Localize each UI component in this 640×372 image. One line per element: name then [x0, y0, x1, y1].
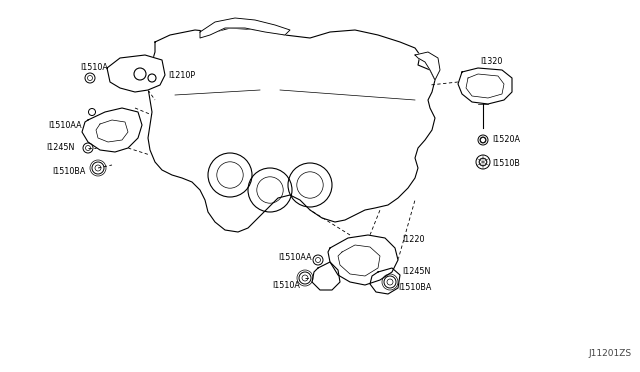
Text: I1510BA: I1510BA — [398, 283, 431, 292]
Text: I1510BA: I1510BA — [52, 167, 85, 176]
Polygon shape — [328, 235, 398, 285]
Polygon shape — [338, 245, 380, 276]
Text: J11201ZS: J11201ZS — [589, 349, 632, 358]
Text: I1520A: I1520A — [492, 135, 520, 144]
Polygon shape — [200, 18, 290, 38]
Text: I1320: I1320 — [480, 58, 502, 67]
Text: I1245N: I1245N — [402, 267, 430, 276]
Polygon shape — [370, 268, 400, 294]
Text: I1510A: I1510A — [80, 64, 108, 73]
Text: I1510B: I1510B — [492, 158, 520, 167]
Polygon shape — [312, 262, 340, 290]
Polygon shape — [96, 120, 128, 142]
Text: I1245N: I1245N — [46, 144, 74, 153]
Polygon shape — [415, 52, 440, 80]
Text: I1220: I1220 — [402, 235, 424, 244]
Polygon shape — [107, 55, 165, 92]
Polygon shape — [466, 74, 504, 98]
Text: I1510AA: I1510AA — [278, 253, 312, 263]
Polygon shape — [82, 108, 142, 152]
Text: I1510AA: I1510AA — [48, 121, 82, 129]
Polygon shape — [458, 68, 512, 104]
Text: I1510A: I1510A — [272, 280, 300, 289]
Text: I1210P: I1210P — [168, 71, 195, 80]
Polygon shape — [148, 28, 435, 232]
